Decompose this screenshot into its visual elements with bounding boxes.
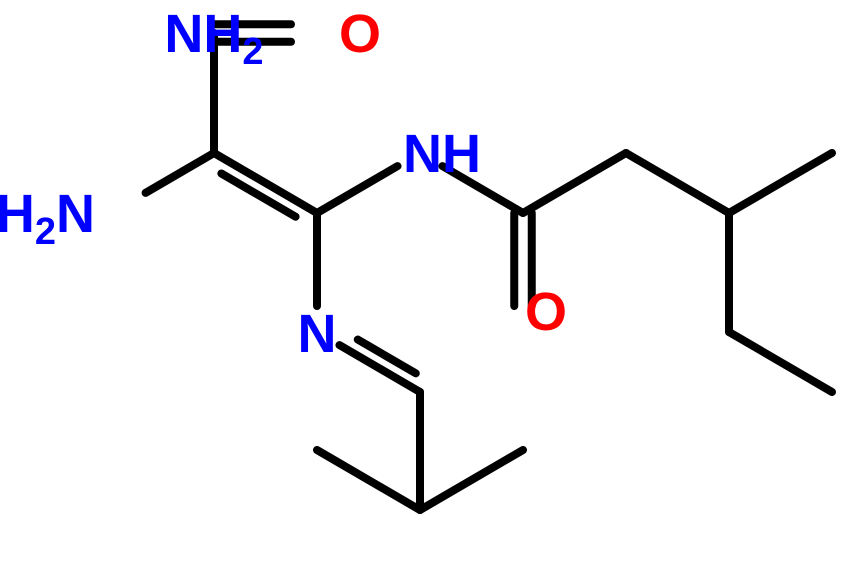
bond (626, 153, 729, 213)
bond (146, 153, 214, 193)
atom-label-N3: NH2 (164, 4, 263, 73)
atom-label-O2: O (525, 282, 567, 342)
bond (420, 450, 523, 510)
bond (523, 153, 626, 213)
bond (729, 153, 832, 213)
bond (214, 153, 317, 213)
bond (317, 166, 398, 213)
atom-label-N1: N (298, 304, 337, 364)
atom-label-N4: NH (403, 124, 481, 184)
molecule-diagram: NH2 O H2N N NH O (0, 0, 865, 580)
atom-label-N2: H2N (0, 184, 95, 253)
bond (729, 332, 832, 392)
bond (317, 450, 420, 510)
atom-label-O1: O (339, 4, 381, 64)
